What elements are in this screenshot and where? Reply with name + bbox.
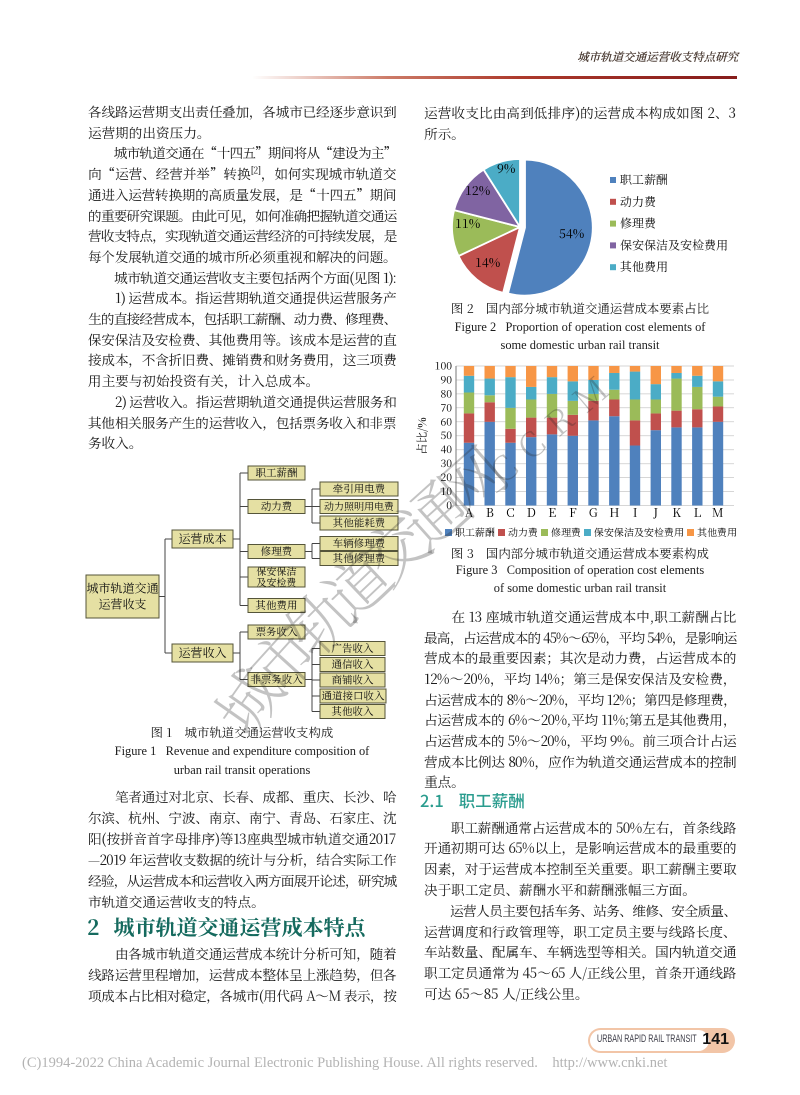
svg-text:及安检费: 及安检费 <box>257 574 297 589</box>
svg-text:C: C <box>506 504 514 521</box>
svg-text:运营成本: 运营成本 <box>178 530 226 547</box>
svg-text:保安保洁: 保安保洁 <box>256 563 297 578</box>
svg-text:动力照明用电费: 动力照明用电费 <box>324 498 394 513</box>
svg-text:其他能耗费: 其他能耗费 <box>333 516 386 531</box>
svg-text:14%: 14% <box>475 253 500 271</box>
svg-text:修理费: 修理费 <box>551 524 581 539</box>
svg-text:动力费: 动力费 <box>261 499 293 514</box>
svg-text:50: 50 <box>440 428 452 443</box>
svg-text:80: 80 <box>440 386 452 401</box>
svg-text:12%: 12% <box>465 181 490 199</box>
svg-text:0: 0 <box>446 498 452 513</box>
svg-text:B: B <box>486 504 494 521</box>
svg-text:票务收入: 票务收入 <box>256 625 298 640</box>
svg-text:城市轨道交通: 城市轨道交通 <box>86 580 158 597</box>
svg-text:9%: 9% <box>497 159 515 177</box>
svg-text:保安保洁及安检费用: 保安保洁及安检费用 <box>593 524 684 539</box>
svg-text:F: F <box>569 504 577 521</box>
svg-text:修理费: 修理费 <box>620 215 656 232</box>
svg-text:60: 60 <box>440 414 452 429</box>
svg-text:E: E <box>548 504 556 521</box>
svg-text:非票务收入: 非票务收入 <box>250 672 303 687</box>
svg-text:11%: 11% <box>455 214 480 232</box>
svg-text:城市轨道交通网CCRM: 城市轨道交通网CCRM <box>190 355 628 752</box>
svg-text:90: 90 <box>440 373 452 388</box>
svg-text:其他费用: 其他费用 <box>697 524 737 539</box>
svg-text:职工薪酬: 职工薪酬 <box>256 466 298 481</box>
svg-text:保安保洁及安检费用: 保安保洁及安检费用 <box>620 236 728 253</box>
svg-text:10: 10 <box>440 484 452 499</box>
svg-text:其他费用: 其他费用 <box>620 258 668 275</box>
svg-text:占比/%: 占比/% <box>414 417 430 455</box>
svg-text:A: A <box>465 504 474 521</box>
svg-text:牵引用电费: 牵引用电费 <box>333 482 386 497</box>
svg-text:D: D <box>527 504 536 521</box>
svg-text:运营收入: 运营收入 <box>178 644 226 661</box>
svg-text:K: K <box>672 504 681 521</box>
svg-text:H: H <box>609 504 619 521</box>
svg-text:L: L <box>693 504 701 521</box>
svg-text:职工薪酬: 职工薪酬 <box>620 171 668 188</box>
svg-text:30: 30 <box>440 456 452 471</box>
svg-text:通信收入: 通信收入 <box>332 657 374 672</box>
svg-text:动力费: 动力费 <box>508 524 538 539</box>
svg-text:M: M <box>712 504 724 521</box>
svg-text:动力费: 动力费 <box>620 193 656 210</box>
svg-text:修理费: 修理费 <box>261 544 293 559</box>
svg-text:通道接口收入: 通道接口收入 <box>322 689 385 704</box>
svg-text:40: 40 <box>440 442 452 457</box>
svg-text:20: 20 <box>440 470 452 485</box>
svg-text:70: 70 <box>440 400 452 415</box>
svg-text:其他收入: 其他收入 <box>332 704 374 719</box>
svg-text:J: J <box>652 504 658 521</box>
svg-text:其他修理费: 其他修理费 <box>333 551 386 566</box>
svg-text:运营收支: 运营收支 <box>98 596 146 613</box>
svg-text:G: G <box>589 504 598 521</box>
svg-text:54%: 54% <box>559 224 584 242</box>
svg-text:I: I <box>633 504 638 521</box>
svg-text:其他费用: 其他费用 <box>256 598 298 613</box>
svg-text:广告收入: 广告收入 <box>331 641 374 656</box>
svg-text:100: 100 <box>435 359 453 374</box>
svg-text:职工薪酬: 职工薪酬 <box>455 524 495 539</box>
svg-text:商铺收入: 商铺收入 <box>332 673 374 688</box>
svg-text:车辆修理费: 车辆修理费 <box>333 536 386 551</box>
